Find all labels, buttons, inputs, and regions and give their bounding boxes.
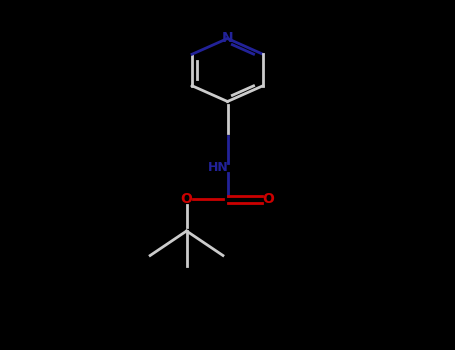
Text: O: O [263,193,274,206]
Text: HN: HN [208,161,229,175]
Text: N: N [222,32,233,46]
Text: O: O [181,193,192,206]
